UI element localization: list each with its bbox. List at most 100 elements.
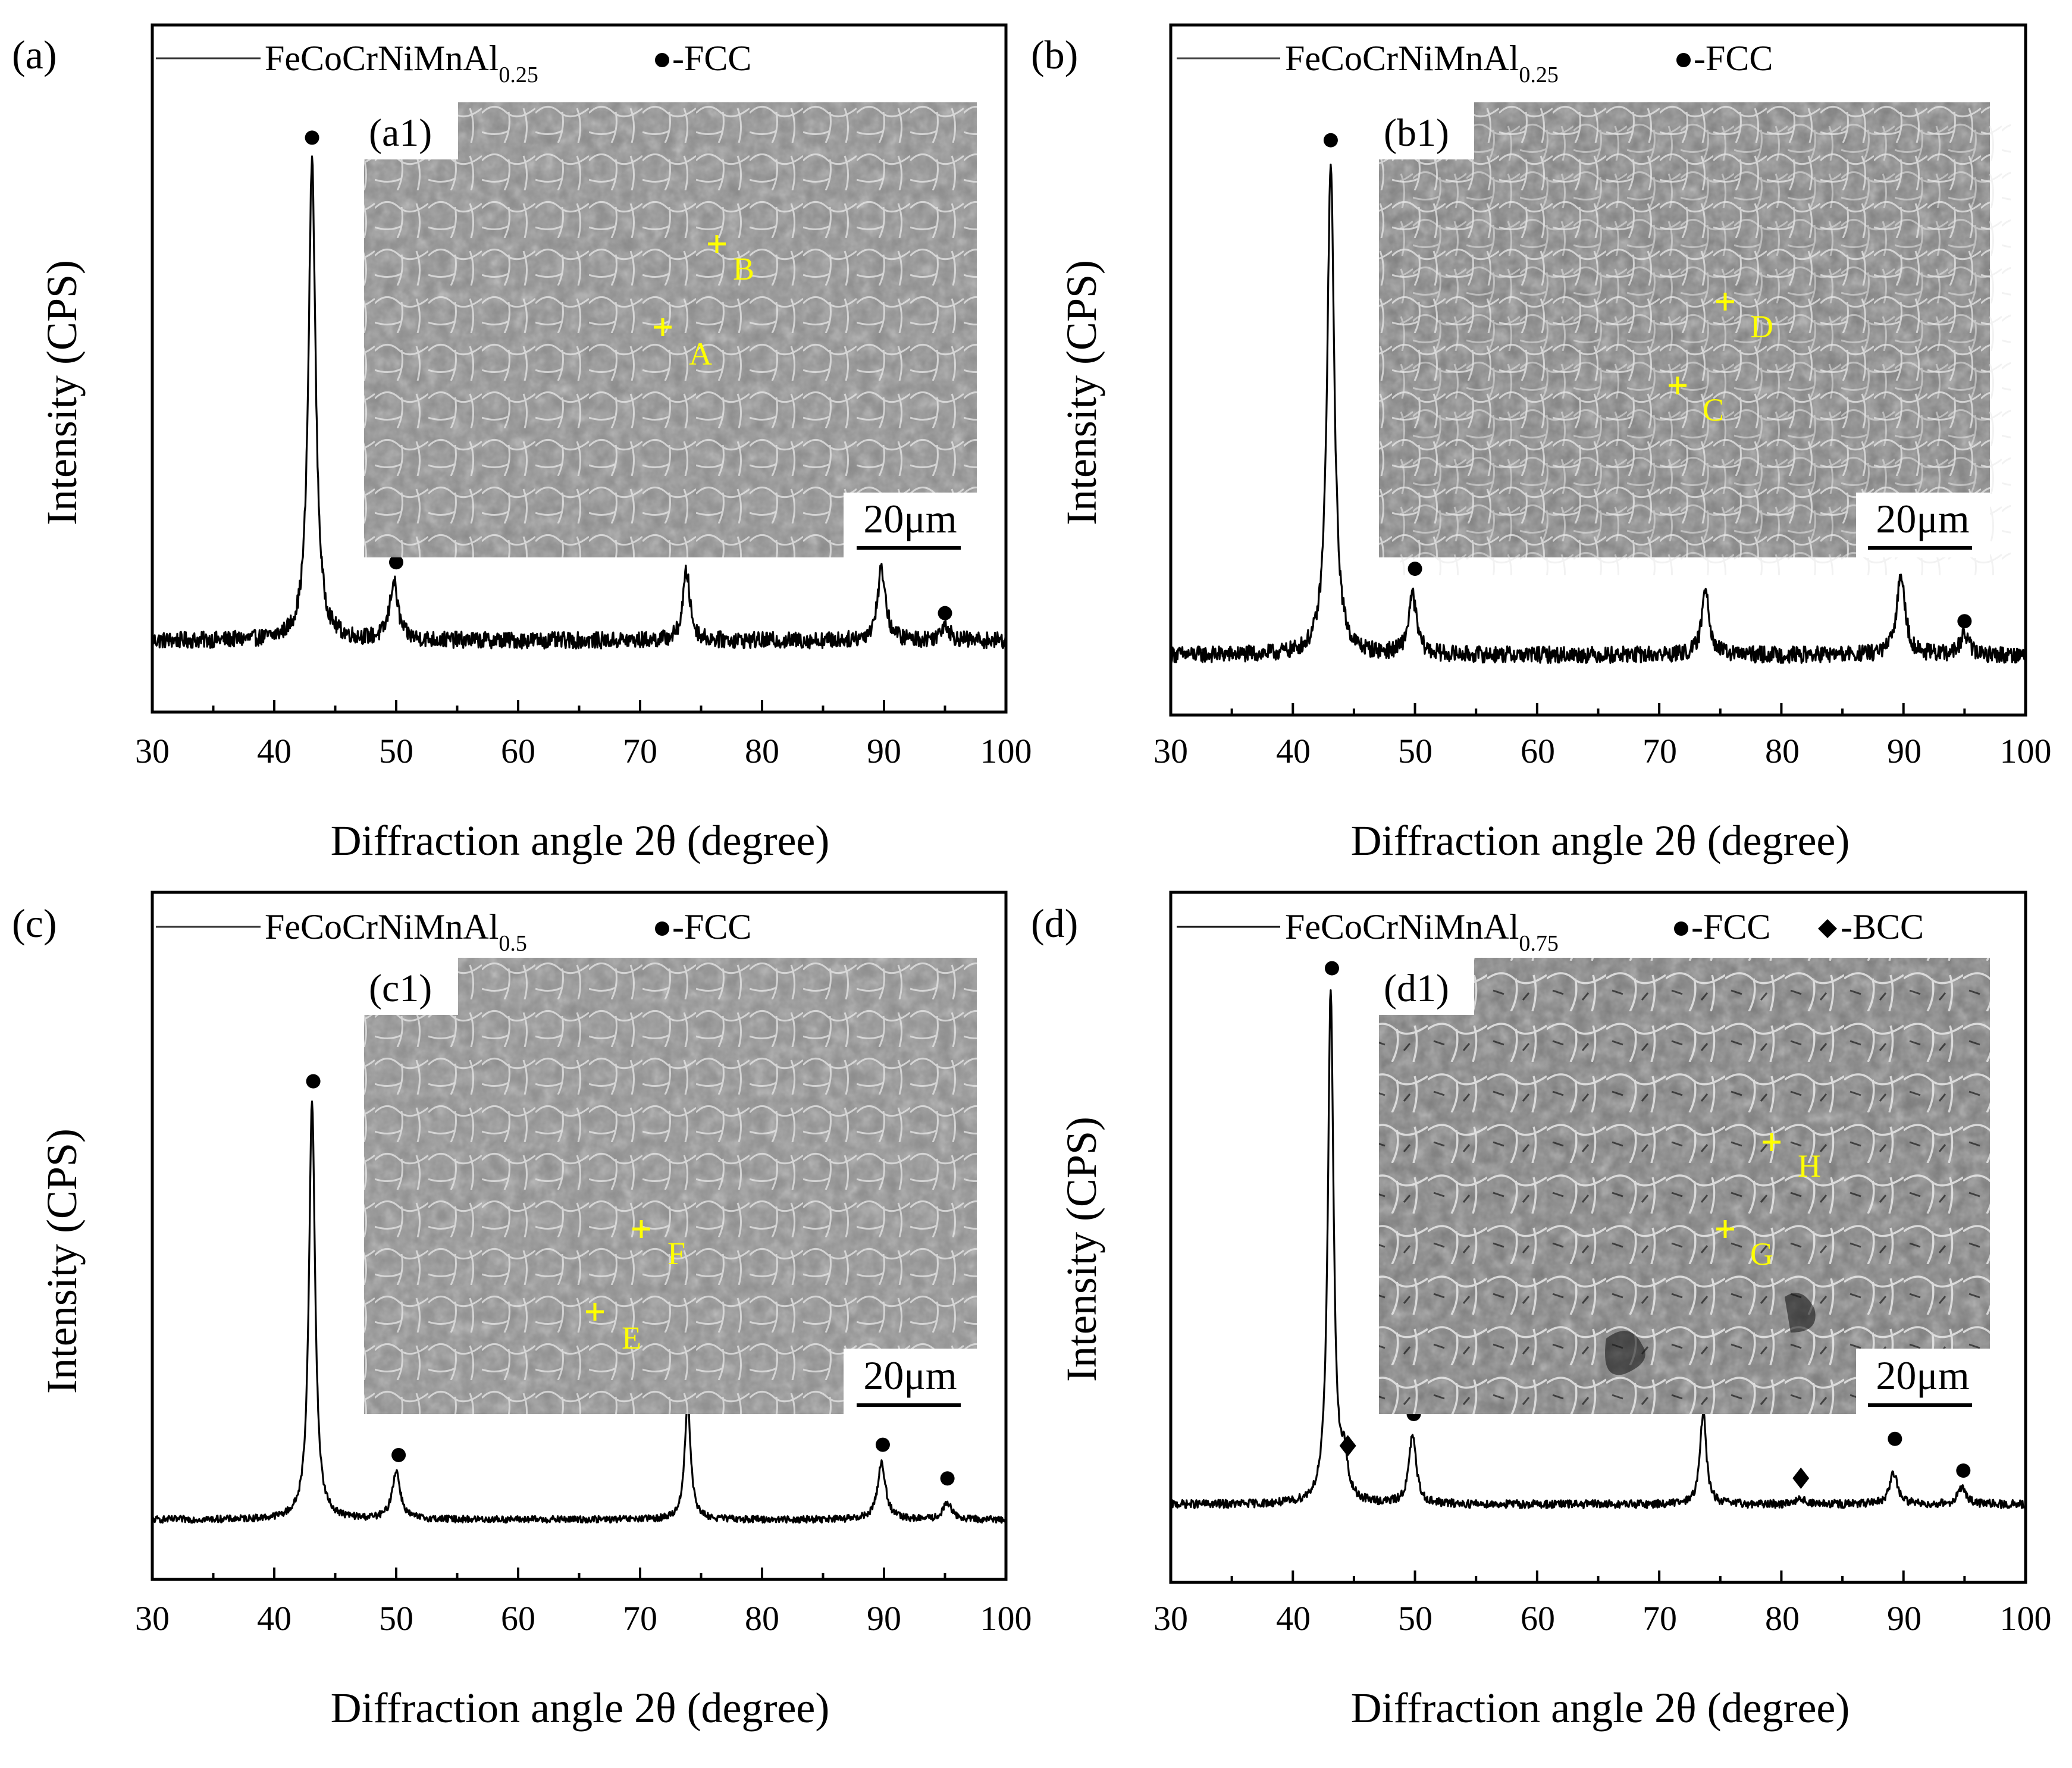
legend-series-label: FeCoCrNiMnAl0.5 bbox=[265, 907, 527, 956]
legend-fcc-label: -FCC bbox=[672, 39, 751, 78]
legend-fcc-label: -FCC bbox=[1694, 39, 1773, 78]
inset-sem-image: (c1) 20μm F E bbox=[364, 958, 977, 1414]
panel-label: (d) bbox=[1031, 901, 1078, 946]
point-label: A bbox=[689, 336, 712, 372]
inset-label-box bbox=[364, 958, 458, 1015]
tick-marks bbox=[1170, 703, 2027, 715]
x-tick-label: 40 bbox=[1276, 732, 1311, 770]
plot-frame bbox=[1169, 23, 2027, 717]
x-tick-label: 40 bbox=[257, 1599, 291, 1638]
fcc-peak-marker bbox=[305, 130, 319, 145]
tick-marks bbox=[1170, 1570, 2027, 1582]
x-tick-label: 30 bbox=[135, 732, 170, 770]
x-axis-label: Diffraction angle 2θ (degree) bbox=[331, 1684, 830, 1732]
legend-fcc-label: -FCC bbox=[672, 907, 751, 946]
x-tick-labels: 30 40 50 60 70 80 90 100 bbox=[1153, 732, 2052, 770]
x-tick-label: 30 bbox=[1153, 732, 1188, 770]
scale-bar-box bbox=[1856, 1349, 1990, 1414]
x-axis-label: Diffraction angle 2θ (degree) bbox=[1351, 817, 1850, 864]
inset-label-box bbox=[364, 102, 458, 159]
fcc-peak-marker bbox=[389, 555, 403, 570]
point-b-marker: B bbox=[708, 235, 754, 287]
x-tick-label: 80 bbox=[745, 732, 779, 770]
x-axis-label: Diffraction angle 2θ (degree) bbox=[1351, 1684, 1850, 1732]
point-h-marker: H bbox=[1763, 1133, 1821, 1184]
x-tick-label: 100 bbox=[2000, 1599, 2052, 1638]
x-tick-label: 60 bbox=[1521, 1599, 1555, 1638]
point-f-marker: F bbox=[632, 1220, 685, 1271]
point-label: F bbox=[667, 1236, 685, 1271]
point-label: G bbox=[1750, 1236, 1773, 1272]
legend: FeCoCrNiMnAl0.75 -FCC -BCC bbox=[1177, 907, 1924, 956]
legend-fcc-label: -FCC bbox=[1691, 907, 1770, 946]
fcc-peak-marker bbox=[1956, 1463, 1971, 1478]
xrd-pattern-line bbox=[151, 155, 1007, 650]
inset-label: (a1) bbox=[369, 111, 432, 155]
x-tick-label: 60 bbox=[1521, 732, 1555, 770]
x-tick-label: 40 bbox=[1276, 1599, 1311, 1638]
x-tick-labels: 30 40 50 60 70 80 90 100 bbox=[135, 732, 1032, 770]
x-tick-label: 90 bbox=[867, 1599, 901, 1638]
inset-label: (d1) bbox=[1384, 967, 1449, 1010]
point-label: H bbox=[1798, 1148, 1821, 1184]
scale-bar-box bbox=[844, 1349, 977, 1414]
tick-marks bbox=[151, 1568, 1007, 1579]
y-axis-label: Intensity (CPS) bbox=[1058, 260, 1105, 525]
inset-sem-image: (d1) 20μm H G bbox=[1379, 958, 1990, 1414]
panel-d: (d) Intensity (CPS) Diffraction angle 2θ… bbox=[1031, 891, 2052, 1732]
panel-b: (b) Intensity (CPS) Diffraction angle 2θ… bbox=[1031, 23, 2052, 864]
point-label: E bbox=[622, 1320, 641, 1356]
fcc-peak-marker bbox=[1957, 614, 1972, 629]
xrd-pattern-line bbox=[1170, 989, 2027, 1509]
fcc-peak-marker bbox=[940, 1471, 955, 1486]
xrd-pattern-line bbox=[1170, 164, 2027, 664]
y-axis-label: Intensity (CPS) bbox=[38, 1128, 86, 1394]
inset-label: (b1) bbox=[1384, 111, 1449, 155]
x-tick-label: 90 bbox=[867, 732, 901, 770]
x-tick-label: 100 bbox=[980, 1599, 1032, 1638]
legend: FeCoCrNiMnAl0.25 -FCC bbox=[156, 39, 751, 87]
point-e-marker: E bbox=[586, 1303, 641, 1356]
plot-frame bbox=[151, 891, 1008, 1581]
x-tick-label: 70 bbox=[1642, 1599, 1677, 1638]
legend-series-label: FeCoCrNiMnAl0.75 bbox=[1285, 907, 1559, 956]
legend-bcc-marker bbox=[1818, 919, 1837, 938]
legend-series-label: FeCoCrNiMnAl0.25 bbox=[265, 39, 538, 87]
x-tick-label: 80 bbox=[1765, 1599, 1800, 1638]
legend: FeCoCrNiMnAl0.5 -FCC bbox=[156, 907, 751, 956]
x-tick-label: 50 bbox=[379, 1599, 413, 1638]
scale-bar-label: 20μm bbox=[1876, 1353, 1969, 1398]
x-tick-label: 50 bbox=[1398, 732, 1432, 770]
scale-bar-label: 20μm bbox=[1876, 496, 1969, 541]
x-tick-label: 70 bbox=[1642, 732, 1677, 770]
scale-bar-label: 20μm bbox=[863, 496, 957, 541]
inset-label-box bbox=[1379, 958, 1474, 1015]
fcc-peak-marker bbox=[306, 1074, 321, 1089]
x-tick-label: 100 bbox=[980, 732, 1032, 770]
point-c-marker: C bbox=[1669, 377, 1724, 428]
fcc-peak-marker bbox=[938, 606, 952, 620]
point-a-marker: A bbox=[654, 318, 712, 372]
x-tick-label: 70 bbox=[623, 732, 657, 770]
panel-c: (c) Intensity (CPS) Diffraction angle 2θ… bbox=[12, 891, 1032, 1732]
x-tick-label: 70 bbox=[623, 1599, 657, 1638]
fcc-peak-marker bbox=[1324, 961, 1339, 976]
point-label: B bbox=[733, 251, 754, 287]
bcc-peak-marker bbox=[1792, 1467, 1810, 1489]
point-g-marker: G bbox=[1716, 1220, 1773, 1272]
x-tick-label: 50 bbox=[379, 732, 413, 770]
legend-fcc-marker bbox=[655, 53, 669, 67]
legend-fcc-marker bbox=[1674, 921, 1688, 936]
x-tick-label: 60 bbox=[501, 1599, 535, 1638]
fcc-peak-marker bbox=[875, 1437, 890, 1452]
panel-label: (a) bbox=[12, 32, 57, 77]
point-label: C bbox=[1703, 392, 1724, 428]
tick-marks bbox=[151, 700, 1007, 712]
plot-frame bbox=[1169, 891, 2027, 1584]
plot-frame bbox=[151, 23, 1008, 714]
x-tick-label: 80 bbox=[1765, 732, 1800, 770]
panel-a: (a) Intensity (CPS) Diffraction angle 2θ… bbox=[12, 23, 1032, 864]
x-tick-label: 30 bbox=[1153, 1599, 1188, 1638]
legend: FeCoCrNiMnAl0.25 -FCC bbox=[1177, 39, 1773, 87]
bcc-peak-marker bbox=[1339, 1435, 1356, 1457]
